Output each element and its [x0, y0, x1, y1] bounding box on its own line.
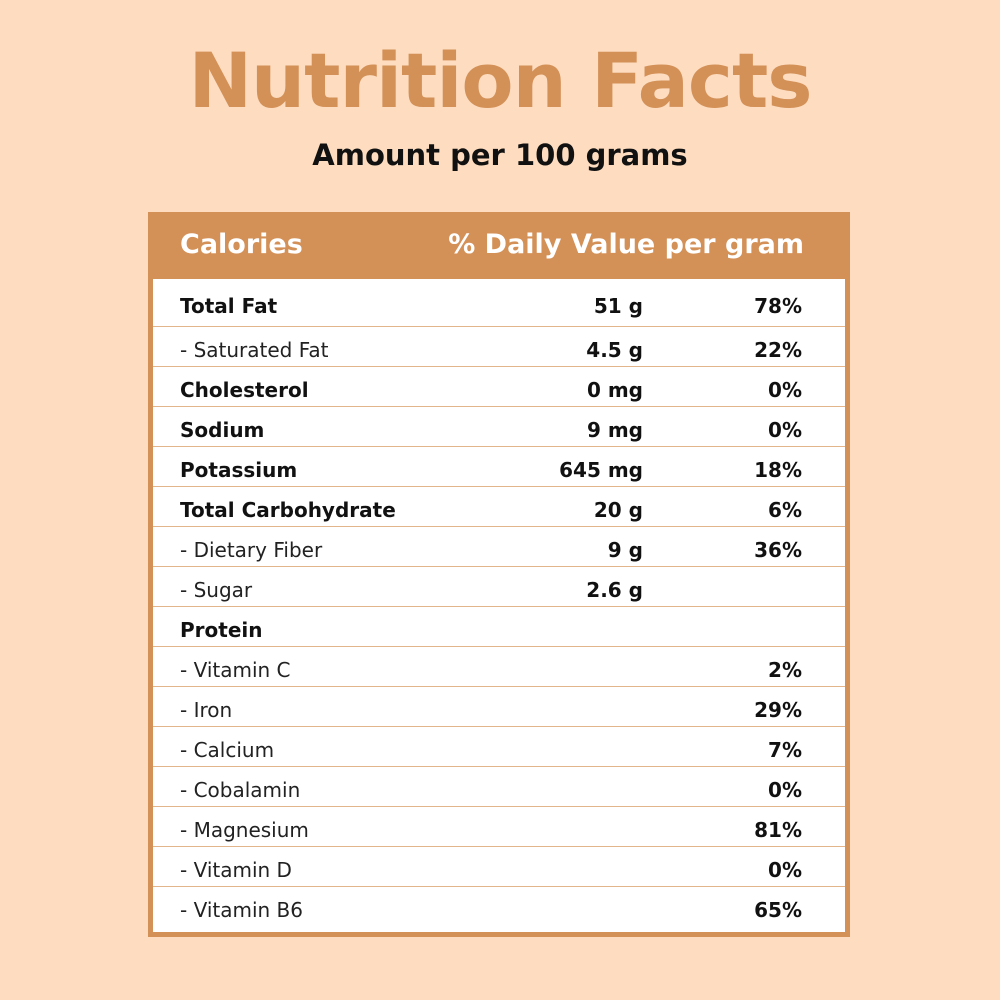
nutrient-name: - Iron: [180, 698, 233, 722]
page-title: Nutrition Facts: [188, 36, 812, 125]
table-row: Potassium 645 mg 18%: [153, 447, 845, 487]
page-subtitle: Amount per 100 grams: [312, 138, 688, 172]
table-row: - Magnesium 81%: [153, 807, 845, 847]
nutrient-daily-percent: 81%: [754, 818, 802, 842]
nutrient-amount: 2.6 g: [586, 578, 643, 602]
nutrient-name: Total Fat: [180, 294, 278, 318]
nutrient-name: Protein: [180, 618, 263, 642]
nutrient-daily-percent: 6%: [768, 498, 802, 522]
nutrient-daily-percent: 18%: [754, 458, 802, 482]
nutrient-amount: 4.5 g: [586, 338, 643, 362]
nutrient-daily-percent: 0%: [768, 858, 802, 882]
table-body: Total Fat 51 g 78% - Saturated Fat 4.5 g…: [153, 279, 845, 932]
nutrient-daily-percent: 0%: [768, 378, 802, 402]
table-row: Total Fat 51 g 78%: [153, 279, 845, 327]
table-row: - Calcium 7%: [153, 727, 845, 767]
nutrient-name: - Sugar: [180, 578, 253, 602]
nutrient-daily-percent: 36%: [754, 538, 802, 562]
nutrient-name: - Vitamin C: [180, 658, 291, 682]
table-row: - Sugar 2.6 g: [153, 567, 845, 607]
nutrient-daily-percent: 29%: [754, 698, 802, 722]
table-row: - Dietary Fiber 9 g 36%: [153, 527, 845, 567]
nutrient-name: - Magnesium: [180, 818, 309, 842]
table-row: Protein: [153, 607, 845, 647]
table-row: Sodium 9 mg 0%: [153, 407, 845, 447]
table-row: Total Carbohydrate 20 g 6%: [153, 487, 845, 527]
nutrient-amount: 645 mg: [559, 458, 643, 482]
table-row: - Cobalamin 0%: [153, 767, 845, 807]
nutrient-daily-percent: 78%: [754, 294, 802, 318]
nutrient-daily-percent: 0%: [768, 418, 802, 442]
nutrient-amount: 0 mg: [586, 378, 643, 402]
nutrient-name: Cholesterol: [180, 378, 309, 402]
nutrient-name: - Cobalamin: [180, 778, 301, 802]
nutrient-name: - Saturated Fat: [180, 338, 329, 362]
nutrition-table: Calories % Daily Value per gram Total Fa…: [148, 212, 850, 937]
nutrient-daily-percent: 0%: [768, 778, 802, 802]
table-row: - Iron 29%: [153, 687, 845, 727]
nutrient-name: Total Carbohydrate: [180, 498, 396, 522]
table-row: - Vitamin B6 65%: [153, 887, 845, 932]
nutrient-daily-percent: 2%: [768, 658, 802, 682]
table-row: - Vitamin C 2%: [153, 647, 845, 687]
nutrient-name: - Calcium: [180, 738, 275, 762]
nutrient-name: - Vitamin B6: [180, 898, 303, 922]
nutrient-amount: 9 g: [607, 538, 643, 562]
nutrient-amount: 51 g: [593, 294, 643, 318]
nutrient-amount: 9 mg: [586, 418, 643, 442]
table-row: - Vitamin D 0%: [153, 847, 845, 887]
header-daily-value: % Daily Value per gram: [448, 229, 804, 260]
table-row: Cholesterol 0 mg 0%: [153, 367, 845, 407]
nutrient-daily-percent: 22%: [754, 338, 802, 362]
nutrient-name: - Vitamin D: [180, 858, 292, 882]
nutrient-daily-percent: 65%: [754, 898, 802, 922]
header-calories: Calories: [180, 229, 303, 260]
table-row: - Saturated Fat 4.5 g 22%: [153, 327, 845, 367]
nutrient-name: - Dietary Fiber: [180, 538, 323, 562]
nutrient-name: Sodium: [180, 418, 265, 442]
table-header: Calories % Daily Value per gram: [153, 212, 845, 279]
nutrient-amount: 20 g: [593, 498, 643, 522]
nutrient-daily-percent: 7%: [768, 738, 802, 762]
nutrient-name: Potassium: [180, 458, 298, 482]
